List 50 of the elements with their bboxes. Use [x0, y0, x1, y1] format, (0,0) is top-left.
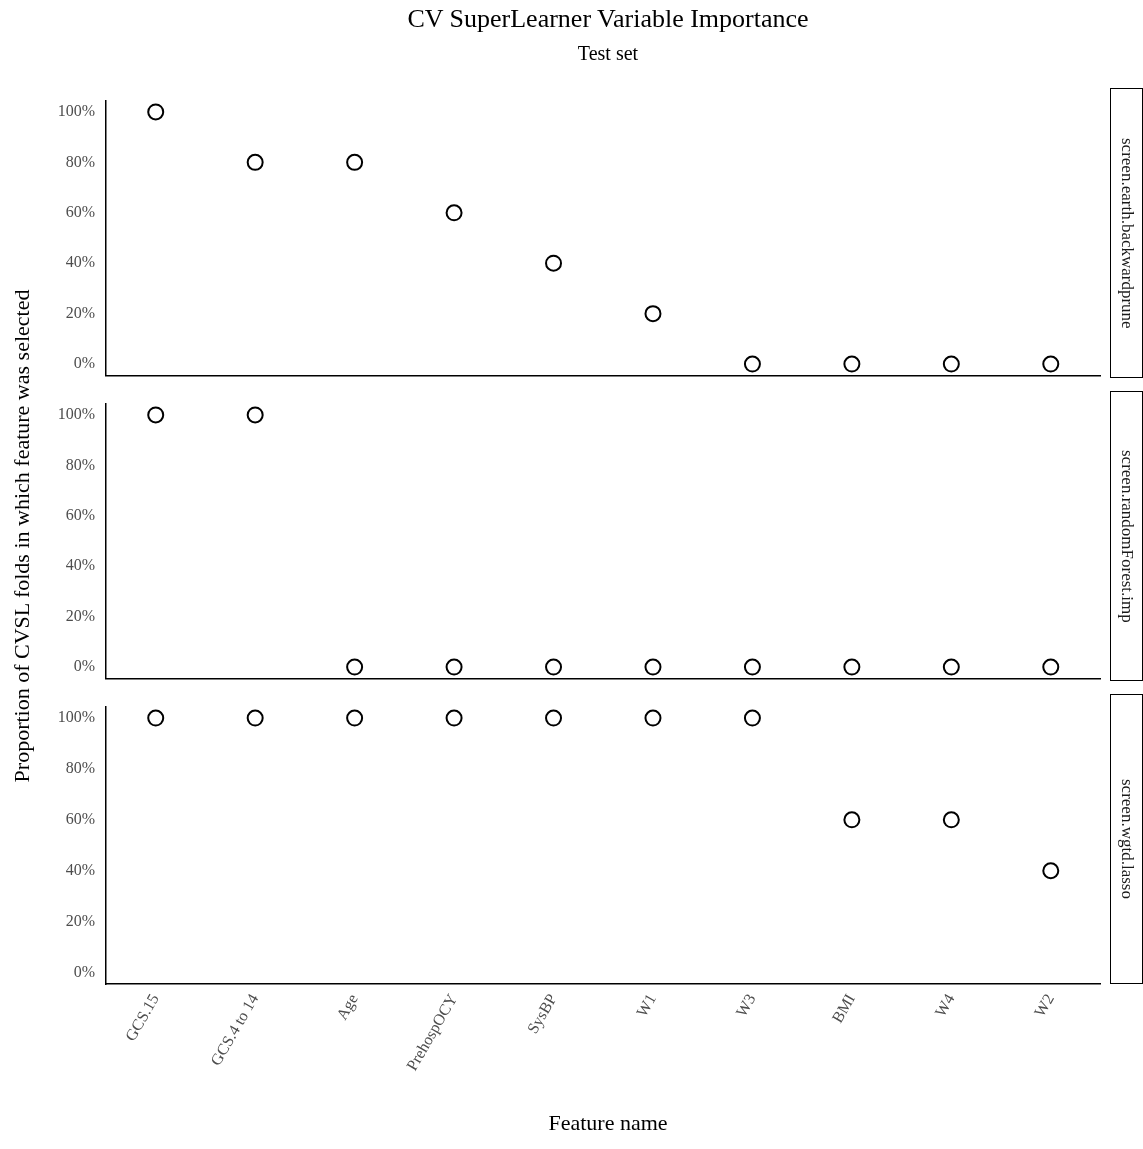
- point: [743, 709, 761, 727]
- point: [445, 204, 463, 222]
- y-tick-label: 60%: [65, 202, 95, 220]
- y-tick-label: 80%: [65, 152, 95, 170]
- text: screen.earth.backwardprune: [1116, 137, 1137, 329]
- point: [545, 254, 563, 272]
- x-axis-title: Feature name: [548, 1110, 668, 1136]
- point: [545, 709, 563, 727]
- y-tick-label: 20%: [65, 303, 95, 321]
- point: [147, 103, 165, 121]
- point: [346, 153, 364, 171]
- point: [346, 709, 364, 727]
- point: [1042, 862, 1060, 880]
- y-tick-label: 100%: [57, 102, 95, 120]
- point: [843, 811, 861, 829]
- y-tick-label: 20%: [65, 911, 95, 929]
- point: [942, 811, 960, 829]
- chart-subtitle: Test set: [577, 42, 639, 65]
- y-tick-label: 0%: [73, 354, 95, 372]
- point: [942, 355, 960, 373]
- y-tick-label: 100%: [57, 405, 95, 423]
- point: [147, 709, 165, 727]
- text: screen.wgtd.lasso: [1116, 779, 1137, 899]
- x-tick-label: W1: [632, 990, 660, 1020]
- point: [1042, 355, 1060, 373]
- y-tick-label: 80%: [65, 759, 95, 777]
- point: [246, 709, 264, 727]
- y-tick-label: 60%: [65, 810, 95, 828]
- y-axis-title: Proportion of CVSL folds in which feature was selected: [9, 289, 35, 783]
- point: [743, 355, 761, 373]
- x-tick-label: W2: [1030, 990, 1058, 1020]
- x-tick-label: W3: [732, 990, 759, 1020]
- point: [644, 709, 662, 727]
- y-tick-label: 80%: [65, 455, 95, 473]
- y-tick-label: 40%: [65, 253, 95, 271]
- x-tick-label: Age: [332, 990, 362, 1023]
- chart-title: CV SuperLearner Variable Importance: [407, 4, 809, 34]
- y-tick-label: 0%: [73, 962, 95, 980]
- point: [644, 305, 662, 323]
- point: [445, 709, 463, 727]
- y-tick-label: 60%: [65, 505, 95, 523]
- y-tick-label: 100%: [57, 708, 95, 726]
- y-tick-label: 0%: [73, 657, 95, 675]
- y-tick-label: 20%: [65, 606, 95, 624]
- text: screen.randomForest.imp: [1116, 449, 1137, 623]
- point: [843, 355, 861, 373]
- point: [246, 153, 264, 171]
- y-tick-label: 40%: [65, 860, 95, 878]
- x-tick-label: W4: [931, 990, 958, 1020]
- y-tick-label: 40%: [65, 556, 95, 574]
